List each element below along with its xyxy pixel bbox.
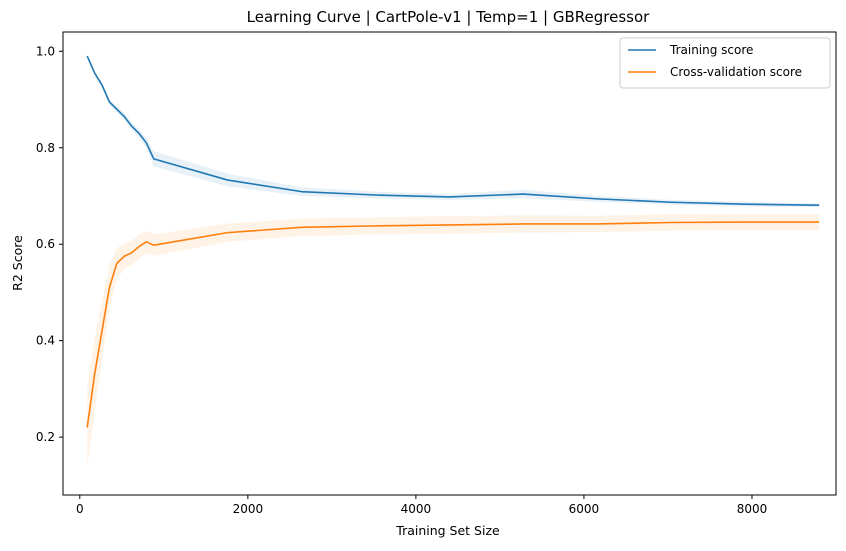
x-tick-label: 4000 bbox=[401, 502, 432, 516]
x-tick-label: 0 bbox=[76, 502, 84, 516]
x-tick-label: 2000 bbox=[233, 502, 264, 516]
y-tick-label: 0.4 bbox=[36, 334, 55, 348]
legend-box bbox=[619, 37, 831, 89]
x-tick-label: 6000 bbox=[569, 502, 600, 516]
series-lines bbox=[86, 55, 820, 428]
x-tick-label: 8000 bbox=[737, 502, 768, 516]
legend: Training score Cross-validation score bbox=[619, 37, 831, 89]
legend-label-cross-validation: Cross-validation score bbox=[670, 65, 802, 79]
cross-validation-score-band bbox=[87, 213, 820, 469]
chart-title: Learning Curve | CartPole-v1 | Temp=1 | … bbox=[247, 8, 651, 26]
y-axis: 0.2 0.4 0.6 0.8 1.0 bbox=[36, 44, 63, 444]
cross-validation-score-line bbox=[86, 221, 820, 428]
confidence-bands bbox=[87, 54, 820, 469]
training-score-line bbox=[86, 55, 820, 206]
x-axis-label: Training Set Size bbox=[395, 523, 500, 538]
y-tick-label: 0.6 bbox=[36, 237, 55, 251]
y-tick-label: 1.0 bbox=[36, 44, 55, 58]
legend-label-training: Training score bbox=[669, 43, 753, 57]
plot-frame bbox=[62, 31, 837, 496]
x-axis: 0 2000 4000 6000 8000 bbox=[76, 495, 767, 516]
y-tick-label: 0.8 bbox=[36, 141, 55, 155]
y-tick-label: 0.2 bbox=[36, 430, 55, 444]
y-axis-label: R2 Score bbox=[10, 235, 25, 291]
